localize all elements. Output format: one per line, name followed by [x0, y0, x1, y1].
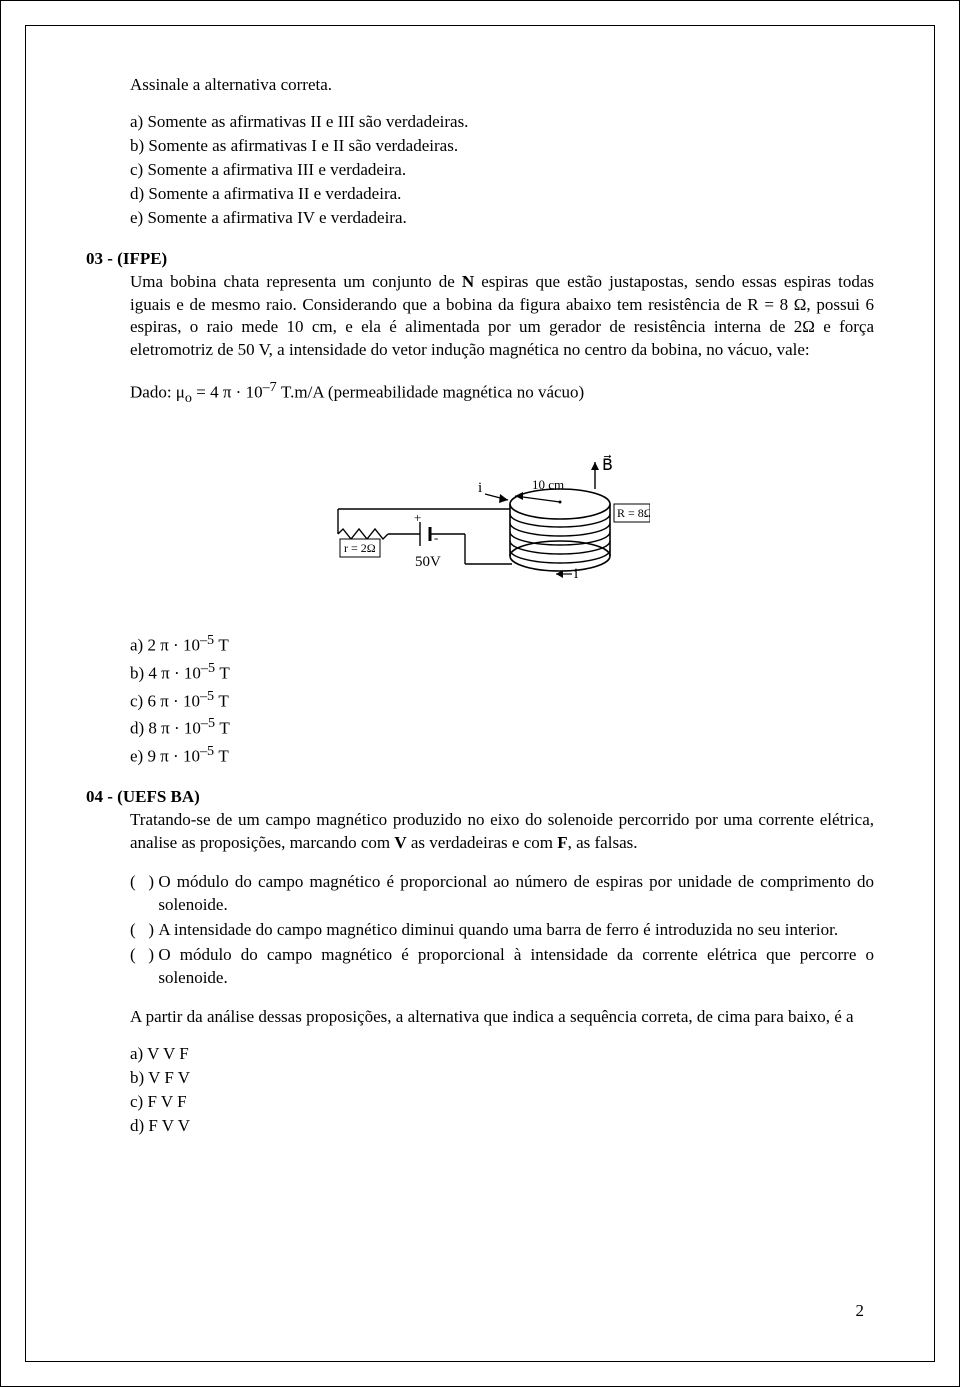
alt-e: e) Somente a afirmativa IV e verdadeira. — [130, 207, 874, 230]
q03-alt-c: c) 6 π · 10–5 T — [130, 687, 874, 714]
prev-question-alternatives: a) Somente as afirmativas II e III são v… — [130, 111, 874, 230]
q03-header: 03 - (IFPE) — [86, 248, 874, 271]
page: Assinale a alternativa correta. a) Somen… — [0, 0, 960, 1387]
plus-sign: + — [414, 510, 421, 525]
alt-a: a) Somente as afirmativas II e III são v… — [130, 111, 874, 134]
q04-alt-a: a) V V F — [130, 1043, 874, 1066]
prop-text: O módulo do campo magnético é proporcion… — [158, 944, 874, 990]
q03-body: Uma bobina chata representa um conjunto … — [130, 271, 874, 363]
prop-3: ( ) O módulo do campo magnético é propor… — [130, 944, 874, 990]
prop-marker: ( ) — [130, 919, 158, 942]
q04-after: A partir da análise dessas proposições, … — [130, 1006, 874, 1029]
alt-d: d) Somente a afirmativa II e verdadeira. — [130, 183, 874, 206]
q03-alt-b: b) 4 π · 10–5 T — [130, 659, 874, 686]
coil-circuit-svg: 10 cm i i B⃗ R = 8Ω — [310, 434, 650, 604]
q04-alt-b: b) V F V — [130, 1067, 874, 1090]
q04-alt-d: d) F V V — [130, 1115, 874, 1138]
R-label: R = 8Ω — [617, 506, 650, 520]
q03-alt-d: d) 8 π · 10–5 T — [130, 714, 874, 741]
prev-question-prompt: Assinale a alternativa correta. — [130, 74, 874, 97]
current-label-bottom: i — [574, 566, 578, 582]
alt-c: c) Somente a afirmativa III e verdadeira… — [130, 159, 874, 182]
r-label: r = 2Ω — [344, 541, 376, 555]
page-number: 2 — [856, 1301, 865, 1321]
prop-text: O módulo do campo magnético é proporcion… — [158, 871, 874, 917]
B-label: B⃗ — [602, 455, 613, 475]
q04-propositions: ( ) O módulo do campo magnético é propor… — [130, 871, 874, 990]
q03-figure: 10 cm i i B⃗ R = 8Ω — [86, 434, 874, 611]
q03-alt-a: a) 2 π · 10–5 T — [130, 631, 874, 658]
content-area: Assinale a alternativa correta. a) Somen… — [86, 74, 874, 1138]
current-label-top: i — [478, 480, 482, 496]
radius-label: 10 cm — [532, 477, 564, 492]
page-inner-border: Assinale a alternativa correta. a) Somen… — [25, 25, 935, 1362]
minus-sign: - — [434, 530, 438, 545]
q04-alt-c: c) F V F — [130, 1091, 874, 1114]
q04-body: Tratando-se de um campo magnético produz… — [130, 809, 874, 855]
alt-b: b) Somente as afirmativas I e II são ver… — [130, 135, 874, 158]
prop-2: ( ) A intensidade do campo magnético dim… — [130, 919, 874, 942]
emf-label: 50V — [415, 554, 441, 570]
q03-alt-e: e) 9 π · 10–5 T — [130, 742, 874, 769]
q04-header: 04 - (UEFS BA) — [86, 786, 874, 809]
prop-1: ( ) O módulo do campo magnético é propor… — [130, 871, 874, 917]
q03-alternatives: a) 2 π · 10–5 T b) 4 π · 10–5 T c) 6 π ·… — [130, 631, 874, 768]
prop-marker: ( ) — [130, 871, 158, 917]
prop-text: A intensidade do campo magnético diminui… — [158, 919, 874, 942]
prop-marker: ( ) — [130, 944, 158, 990]
q03-given: Dado: μo = 4 π · 10–7 T.m/A (permeabilid… — [130, 378, 874, 408]
q04-alternatives: a) V V F b) V F V c) F V F d) F V V — [130, 1043, 874, 1138]
